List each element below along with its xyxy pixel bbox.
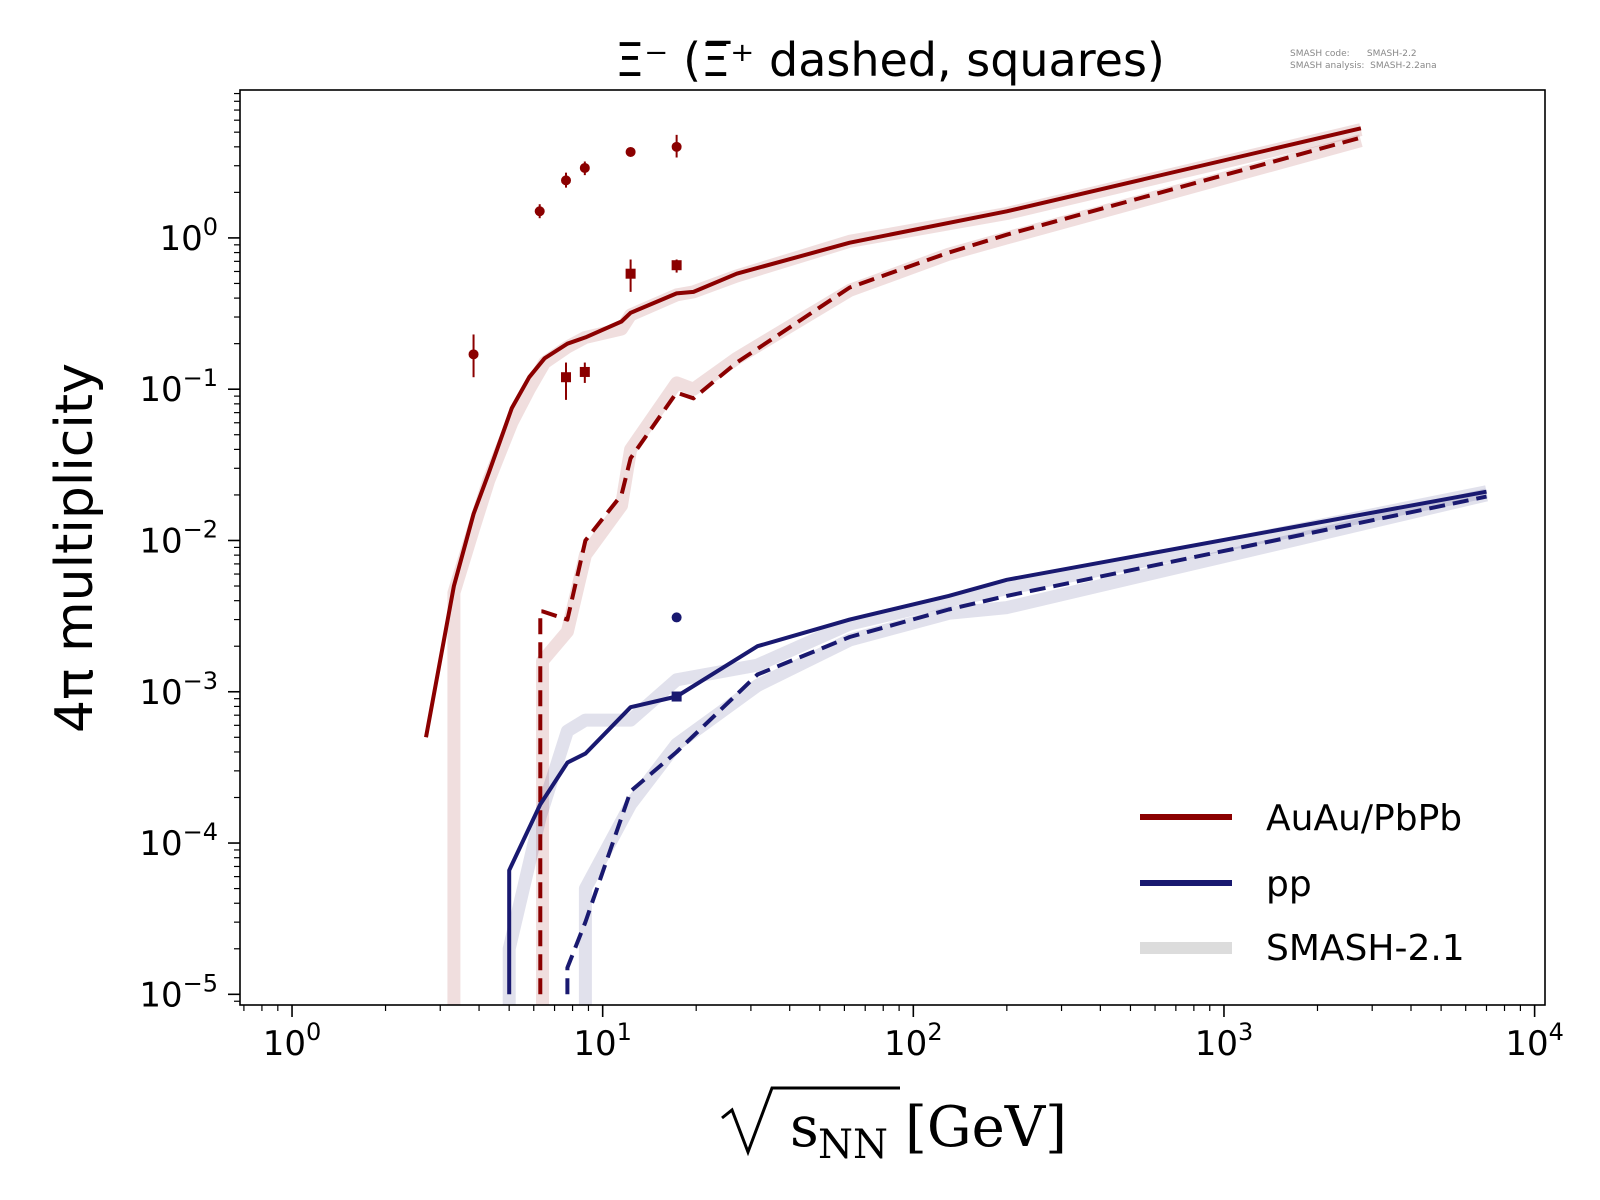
pp-dashed-line-3 — [565, 494, 1487, 995]
legend-label-auau: AuAu/PbPb — [1266, 798, 1462, 839]
legend-swatch-smash21 — [1140, 942, 1232, 954]
data-point-square-7 — [579, 366, 590, 377]
data-point-circle-5 — [671, 141, 682, 152]
legend-swatch-auau — [1140, 814, 1232, 820]
data-point-circle-4 — [625, 146, 636, 157]
data-point-square-8 — [625, 268, 636, 279]
smash21-band-5 — [536, 134, 1363, 1005]
version-line-code: SMASH code: SMASH-2.2 — [1290, 49, 1417, 59]
y-tick-label-5: 10−5 — [139, 969, 218, 1015]
data-point-circle-10 — [671, 612, 682, 623]
x-axis-label: s NN [GeV] — [721, 1086, 1067, 1168]
legend-swatch-pp — [1140, 880, 1232, 886]
x-tick-label-4: 104 — [1505, 1018, 1564, 1064]
data-point-circle-1 — [534, 206, 545, 217]
y-tick-label-2: 10−2 — [139, 515, 218, 561]
smash21-band-7 — [578, 488, 1488, 1005]
x-tick-label-1: 101 — [573, 1018, 632, 1064]
y-tick-label-4: 10−4 — [139, 818, 218, 864]
y-tick-label-0: 100 — [159, 213, 218, 259]
auau-dashed-line-1 — [538, 135, 1362, 995]
sqrt-sign — [721, 1086, 900, 1157]
data-point-circle-3 — [579, 162, 590, 173]
axis-tick-labels: 100 101 102 103 104 100 10−1 10−2 10−3 10−4 10−5 — [139, 213, 1564, 1064]
plot-area — [424, 123, 1488, 1005]
axis-ticks — [228, 92, 1536, 1017]
x-axis-label-radicand: s — [790, 1095, 819, 1160]
pp-solid-line-2 — [507, 489, 1487, 995]
series-group — [424, 123, 1488, 1005]
data-point-square-11 — [671, 691, 682, 702]
data-point-circle-0 — [468, 349, 479, 360]
legend-label-pp: pp — [1266, 864, 1312, 905]
legend: AuAu/PbPb pp SMASH-2.1 — [1140, 798, 1465, 969]
x-axis-label-unit: [GeV] — [905, 1095, 1067, 1160]
x-tick-label-3: 103 — [1195, 1018, 1254, 1064]
auau-solid-line-0 — [424, 126, 1362, 738]
x-tick-label-2: 102 — [884, 1018, 943, 1064]
data-point-square-9 — [671, 260, 682, 271]
y-tick-label-1: 10−1 — [139, 364, 218, 410]
version-line-analysis: SMASH analysis: SMASH-2.2ana — [1290, 61, 1437, 71]
chart-title: Ξ⁻ (Ξ̅⁺ dashed, squares) — [615, 33, 1165, 87]
x-axis-label-subscript: NN — [818, 1122, 888, 1168]
legend-label-smash21: SMASH-2.1 — [1266, 928, 1465, 969]
data-point-circle-2 — [561, 175, 572, 186]
y-tick-label-3: 10−3 — [139, 667, 218, 713]
data-point-square-6 — [561, 372, 572, 383]
y-axis-label: 4π multiplicity — [45, 363, 105, 733]
x-tick-label-0: 100 — [263, 1018, 322, 1064]
